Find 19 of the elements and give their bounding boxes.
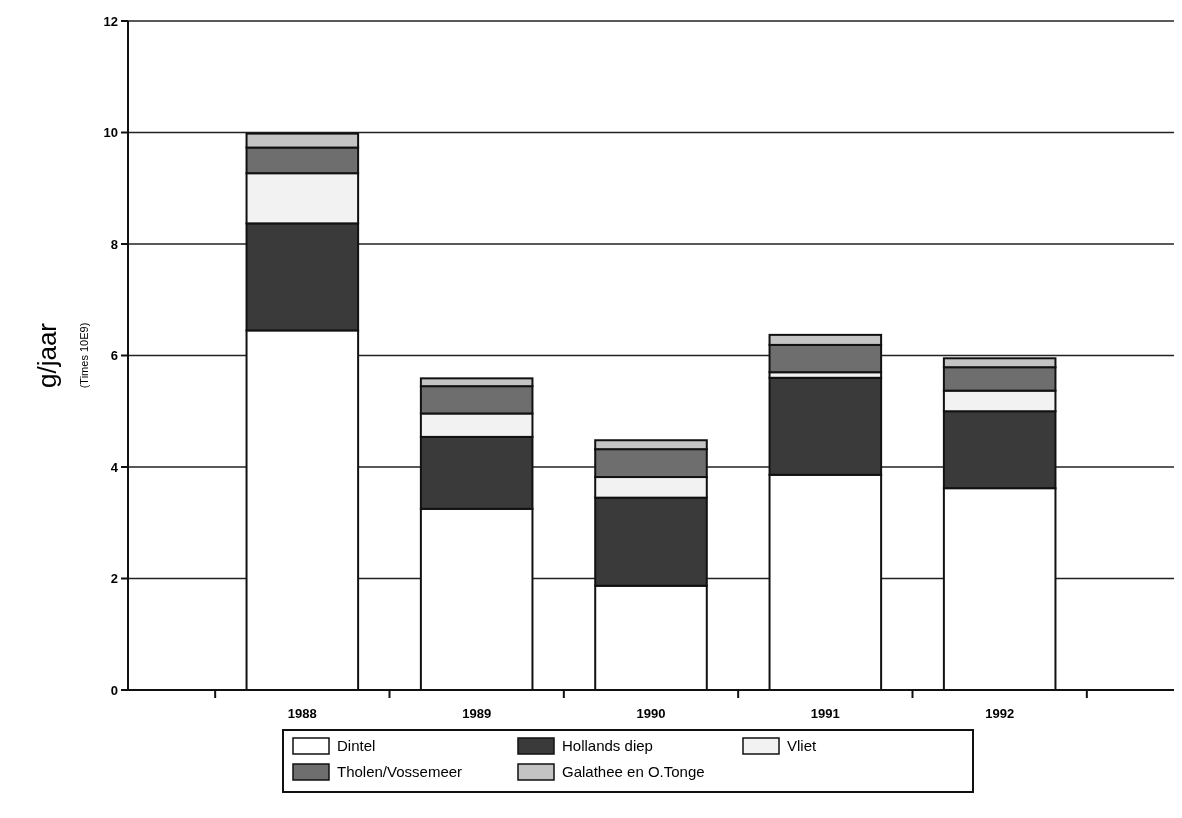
legend-label: Dintel bbox=[337, 737, 376, 755]
text: (Times 10E9) bbox=[78, 322, 90, 389]
y-tick-label: 0 bbox=[110, 682, 118, 698]
legend-label: Tholen/Vossemeer bbox=[337, 763, 463, 781]
y-tick-label: 4 bbox=[110, 459, 119, 475]
y-tick-label: 12 bbox=[103, 13, 118, 29]
y-tick-label: 8 bbox=[110, 236, 118, 252]
y-axis-title: g/jaar bbox=[32, 322, 62, 389]
x-tick-label: 1988 bbox=[287, 706, 317, 721]
legend-label: Hollands diep bbox=[562, 737, 653, 755]
x-tick-label: 1991 bbox=[810, 706, 840, 721]
y-tick-label: 2 bbox=[110, 571, 118, 587]
legend-label: Vliet bbox=[787, 737, 818, 755]
legend-label: Galathee en O.Tonge bbox=[562, 763, 705, 781]
y-tick-label: 6 bbox=[110, 348, 118, 364]
x-tick-label: 1990 bbox=[636, 706, 666, 721]
x-tick-label: 1992 bbox=[985, 706, 1015, 721]
x-tick-label: 1989 bbox=[462, 706, 492, 721]
y-tick-label: 10 bbox=[103, 125, 118, 141]
